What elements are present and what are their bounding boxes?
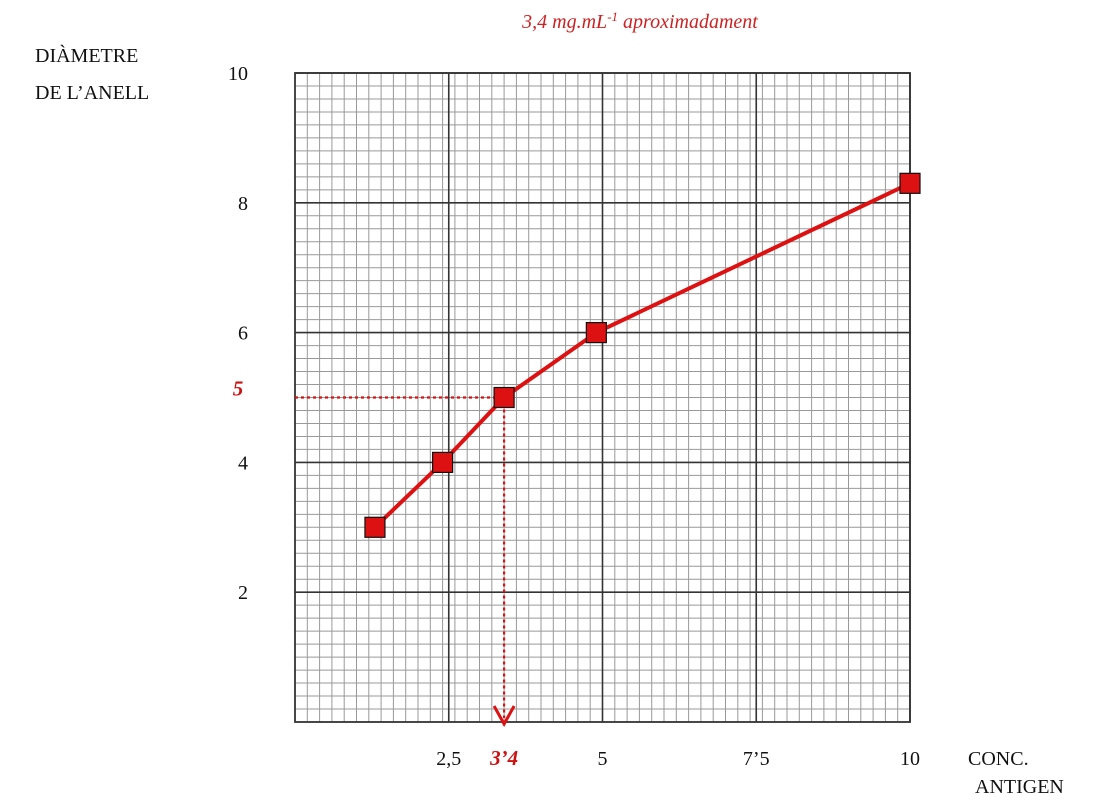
y-tick-label: 10	[228, 63, 248, 85]
y-tick-label: 8	[238, 193, 248, 215]
annotation-x-label: 3’4	[489, 746, 518, 770]
annotation-arrow-icon	[492, 705, 516, 728]
y-tick-label: 2	[238, 582, 248, 604]
x-tick-label: 10	[900, 748, 920, 770]
markers	[364, 172, 921, 538]
y-axis-label-line1: DIÀMETRE	[35, 44, 138, 67]
chart-title-base: 3,4 mg.mL	[521, 11, 607, 33]
x-tick-label: 5	[598, 748, 608, 770]
data-point-marker	[585, 322, 607, 344]
y-tick-label: 4	[238, 452, 248, 474]
x-axis-label-line2: ANTIGEN	[975, 776, 1064, 798]
x-tick-label: 2,5	[436, 748, 461, 770]
x-axis-label-line1: CONC.	[968, 748, 1029, 770]
data-point-marker	[493, 386, 515, 409]
grid	[294, 72, 911, 723]
chart-title: 3,4 mg.mL-1 aproximadament	[521, 9, 758, 34]
annotation-guides	[295, 396, 516, 728]
labels: 3,4 mg.mL-1 aproximadament DIÀMETRE DE L…	[35, 9, 1064, 799]
y-axis-label-line2: DE L’ANELL	[35, 82, 149, 104]
data-point-marker	[432, 451, 454, 473]
chart-title-sup: -1	[607, 9, 618, 24]
x-tick-label: 7’5	[743, 748, 770, 770]
data-point-marker	[364, 516, 386, 538]
data-point-marker	[899, 172, 921, 194]
annotation-y-label: 5	[233, 377, 244, 401]
chart-title-rest: aproximadament	[618, 11, 758, 33]
y-tick-label: 6	[238, 323, 248, 345]
